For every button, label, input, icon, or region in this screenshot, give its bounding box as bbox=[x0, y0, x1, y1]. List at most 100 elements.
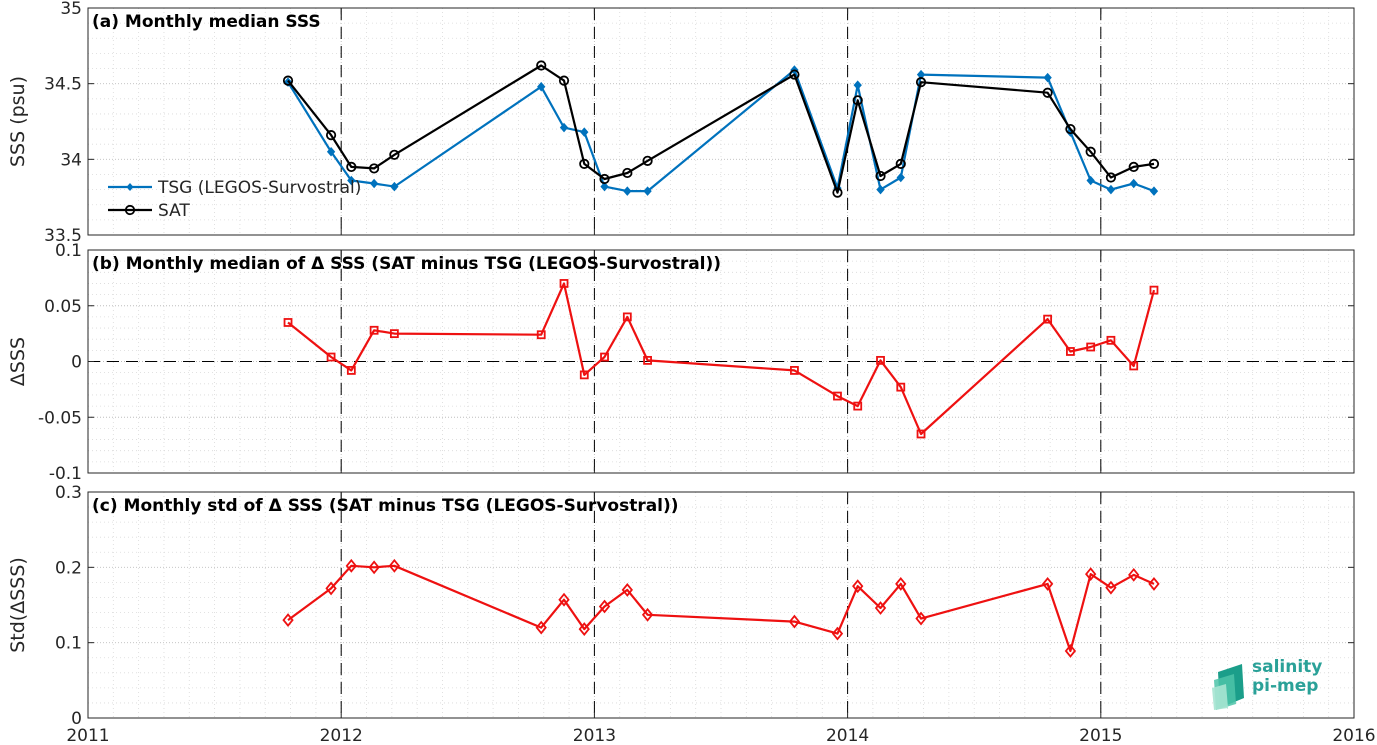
data-point bbox=[915, 77, 927, 88]
data-point bbox=[368, 560, 380, 575]
data-point bbox=[622, 312, 632, 322]
y-axis-label: SSS (psu) bbox=[7, 76, 29, 167]
data-point bbox=[896, 172, 905, 183]
legend-marker bbox=[126, 183, 134, 191]
data-point bbox=[1066, 347, 1075, 356]
panel-title: (b) Monthly median of Δ SSS (SAT minus T… bbox=[92, 254, 721, 274]
series-c bbox=[282, 558, 1160, 658]
data-point bbox=[852, 579, 864, 594]
y-tick-label: -0.05 bbox=[38, 408, 82, 428]
data-point bbox=[389, 149, 400, 160]
data-point bbox=[1148, 158, 1160, 169]
data-point bbox=[853, 80, 862, 90]
legend-marker bbox=[124, 204, 136, 216]
data-point bbox=[599, 173, 610, 185]
data-point bbox=[789, 69, 800, 80]
data-point bbox=[1149, 285, 1159, 295]
series-b bbox=[283, 279, 1159, 439]
x-tick-label: 2012 bbox=[320, 726, 363, 745]
x-tick-label: 2015 bbox=[1079, 726, 1122, 745]
x-tick-label: 2013 bbox=[573, 726, 616, 745]
data-point bbox=[853, 401, 863, 411]
legend-label: TSG (LEGOS-Survostral) bbox=[157, 178, 361, 198]
data-point bbox=[876, 184, 885, 195]
legend-label: SAT bbox=[158, 201, 190, 221]
data-point bbox=[536, 330, 546, 340]
panel-title: (c) Monthly std of Δ SSS (SAT minus TSG … bbox=[92, 496, 679, 516]
data-point bbox=[535, 620, 547, 635]
logo-wave-icon bbox=[1212, 664, 1244, 710]
data-point bbox=[832, 187, 843, 198]
data-point bbox=[622, 167, 633, 179]
data-point bbox=[1148, 576, 1160, 591]
data-point bbox=[558, 75, 570, 86]
axes-frame bbox=[87, 491, 1355, 719]
data-point bbox=[325, 130, 337, 141]
data-point bbox=[1065, 123, 1076, 135]
data-point bbox=[1105, 172, 1117, 183]
panel-b: -0.1 -0.05 0 0.05 0.1 ΔSSS (b) Monthly median … bbox=[7, 241, 1355, 484]
data-point bbox=[875, 170, 886, 182]
data-point bbox=[1043, 314, 1053, 324]
data-point bbox=[895, 158, 906, 169]
data-point bbox=[895, 576, 907, 591]
data-point bbox=[623, 186, 632, 196]
x-tick-label: 2016 bbox=[1332, 726, 1375, 745]
data-point bbox=[369, 325, 379, 335]
data-point bbox=[558, 592, 570, 607]
data-point bbox=[1085, 146, 1096, 157]
data-point bbox=[537, 81, 546, 92]
series-tsg-legos-survostral- bbox=[283, 65, 1159, 196]
data-point bbox=[600, 181, 609, 192]
salinity-pi-mep-logo: salinity pi-mep bbox=[1212, 656, 1362, 712]
data-point bbox=[326, 147, 336, 157]
data-point bbox=[643, 355, 652, 365]
y-tick-label: 33.5 bbox=[44, 226, 82, 246]
plot-area bbox=[88, 8, 1354, 235]
data-point bbox=[876, 355, 885, 365]
data-point bbox=[1042, 87, 1053, 98]
data-point bbox=[283, 318, 293, 327]
data-point bbox=[1106, 184, 1116, 195]
data-point bbox=[369, 163, 380, 174]
x-tick-label: 2014 bbox=[826, 726, 869, 745]
panel-c: 0 0.1 0.2 0.3 2011 2012 2013 2014 2015 2016 Std(ΔS… bbox=[7, 483, 1376, 745]
data-point bbox=[346, 161, 357, 172]
data-point bbox=[1128, 161, 1139, 172]
series-line bbox=[287, 64, 1155, 194]
data-point bbox=[282, 75, 294, 86]
data-point bbox=[915, 611, 927, 626]
data-point bbox=[388, 558, 401, 573]
data-point bbox=[579, 158, 590, 169]
data-point bbox=[559, 122, 569, 133]
data-point bbox=[326, 352, 336, 362]
data-point bbox=[788, 614, 801, 629]
y-tick-label: 0.05 bbox=[44, 297, 82, 317]
data-point bbox=[1106, 335, 1116, 345]
series-line bbox=[287, 564, 1155, 653]
data-point bbox=[831, 626, 844, 641]
data-point bbox=[641, 607, 654, 622]
y-tick-label: 0.3 bbox=[55, 483, 82, 503]
data-point bbox=[598, 599, 611, 614]
data-point bbox=[833, 391, 842, 401]
data-point bbox=[1128, 567, 1140, 582]
y-tick-label: -0.1 bbox=[49, 464, 82, 484]
y-tick-label: 0.1 bbox=[55, 634, 82, 654]
data-point bbox=[896, 382, 906, 392]
data-point bbox=[1064, 644, 1077, 658]
data-point bbox=[536, 60, 547, 71]
data-point bbox=[389, 329, 399, 339]
data-point bbox=[325, 581, 337, 596]
y-axis-label: ΔSSS bbox=[7, 337, 29, 386]
panel-title: (a) Monthly median SSS bbox=[92, 12, 321, 32]
logo-line-2: pi-mep bbox=[1252, 676, 1319, 696]
data-point bbox=[1085, 567, 1097, 582]
logo-line-1: salinity bbox=[1252, 657, 1323, 677]
y-tick-label: 0.1 bbox=[55, 241, 82, 261]
data-point bbox=[345, 558, 357, 573]
data-point bbox=[621, 583, 633, 597]
data-point bbox=[916, 429, 926, 439]
data-point bbox=[559, 279, 569, 288]
